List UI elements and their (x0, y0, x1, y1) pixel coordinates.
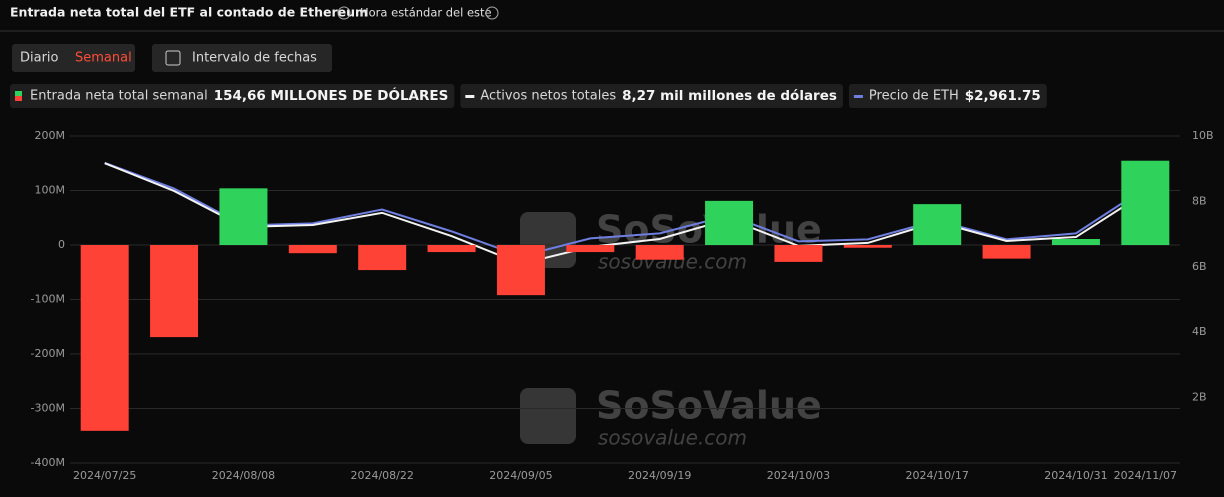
bar (566, 245, 615, 253)
x-tick-label: 2024/08/08 (212, 469, 275, 482)
bar (150, 245, 199, 338)
legend-swatch (465, 95, 475, 98)
bar (427, 245, 476, 253)
legend-value: 8,27 mil millones de dólares (622, 88, 837, 104)
y2-tick-label: 2B (1192, 391, 1207, 404)
x-tick-label: 2024/10/17 (905, 469, 968, 482)
legend-value: $2,961.75 (965, 88, 1041, 104)
y-tick-label: 100M (35, 184, 66, 197)
button-daily[interactable]: Diario (20, 51, 59, 66)
line (104, 162, 1146, 265)
x-tick-label: 2024/09/19 (628, 469, 691, 482)
x-tick-label: 2024/10/31 (1044, 469, 1107, 482)
grid (70, 135, 1180, 464)
bar (843, 245, 892, 248)
x-tick-label: 2024/10/03 (767, 469, 830, 482)
watermark-url: sosovalue.com (598, 426, 747, 450)
y2-tick-label: 4B (1192, 325, 1207, 338)
bar (496, 245, 545, 296)
legend-label: Entrada neta total semanal (30, 89, 208, 104)
legend-bg (460, 84, 843, 108)
y-tick-label: 0 (58, 238, 65, 251)
legend-bg (10, 84, 455, 108)
bar (774, 245, 823, 262)
chart-title: Entrada neta total del ETF al contado de… (10, 5, 368, 20)
button-weekly[interactable]: Semanal (75, 51, 132, 66)
y2-tick-label: 10B (1192, 129, 1214, 142)
legend-swatch (15, 96, 22, 101)
legend-label: Activos netos totales (480, 89, 616, 104)
legend-swatch (15, 91, 22, 96)
legend-item[interactable]: Precio de ETH $2,961.75 (848, 84, 1047, 108)
x-tick-label: 2024/08/22 (350, 469, 413, 482)
x-tick-label: 2024/11/07 (1114, 469, 1177, 482)
bar (358, 245, 407, 271)
legend-item[interactable]: Activos netos totales 8,27 mil millones d… (460, 84, 843, 108)
date-range-button[interactable] (152, 44, 332, 72)
bar (982, 245, 1031, 259)
y-tick-label: -300M (31, 402, 65, 415)
info-icon[interactable] (485, 6, 499, 20)
legend-value: 154,66 MILLONES DE DÓLARES (214, 86, 449, 104)
legend-bg (848, 84, 1047, 108)
x-tick-label: 2024/09/05 (489, 469, 552, 482)
bar (80, 245, 129, 431)
bar (1051, 239, 1100, 245)
calendar-icon (165, 50, 181, 66)
legend-item[interactable]: Entrada neta total semanal 154,66 MILLONE… (10, 84, 455, 108)
y-tick-label: -100M (31, 293, 65, 306)
x-tick-label: 2024/07/25 (73, 469, 136, 482)
bar (913, 204, 962, 245)
info-icon[interactable] (337, 6, 351, 20)
y-tick-label: -400M (31, 456, 65, 469)
y-tick-label: 200M (35, 129, 66, 142)
bar (219, 188, 268, 245)
period-toggle[interactable] (12, 44, 135, 72)
legend-label: Precio de ETH (869, 89, 959, 104)
y-tick-label: -200M (31, 347, 65, 360)
date-range-label[interactable]: Intervalo de fechas (192, 51, 317, 66)
bar (705, 200, 754, 245)
watermark-text: SoSoValue (596, 384, 822, 428)
bar (1121, 160, 1170, 245)
timezone: Hora estándar del este (360, 6, 492, 20)
bar (635, 245, 684, 260)
watermark-logo (520, 388, 576, 444)
y2-tick-label: 6B (1192, 260, 1207, 273)
bar (288, 245, 337, 254)
y2-tick-label: 8B (1192, 194, 1207, 207)
legend-swatch (853, 95, 863, 98)
line (104, 161, 1146, 258)
